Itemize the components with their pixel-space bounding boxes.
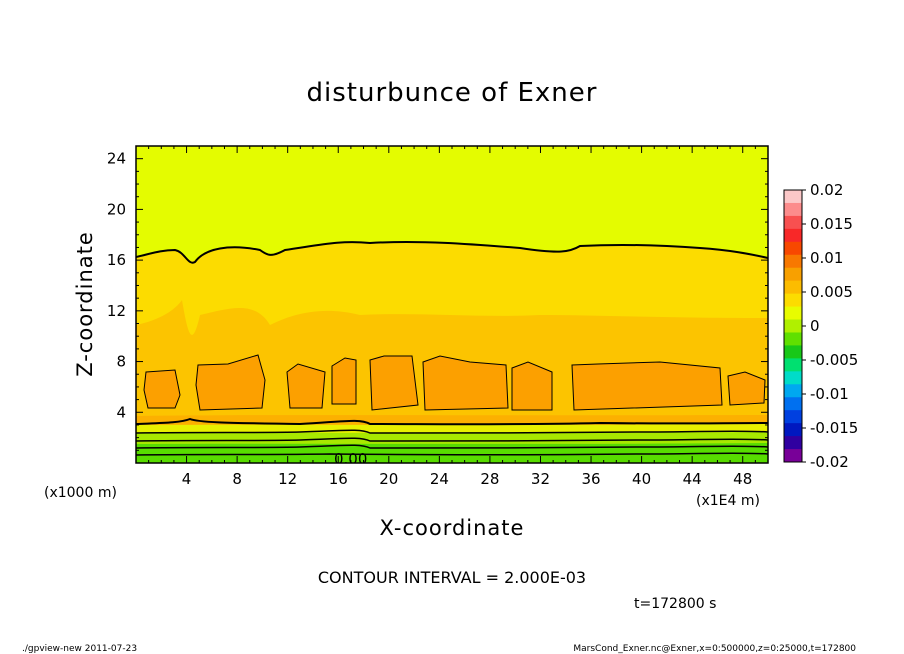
colorbar-swatch (784, 436, 802, 450)
x-tick-label: 32 (531, 470, 550, 488)
y-tick-label: 4 (116, 403, 126, 421)
x-axis-label: X-coordinate (380, 516, 525, 540)
colorbar-swatch (784, 384, 802, 398)
colorbar-tick-label: -0.02 (810, 453, 849, 471)
colorbar-swatch (784, 293, 802, 308)
y-tick-label: 16 (107, 251, 126, 269)
contour-field: 0.00 (136, 146, 768, 468)
x-tick-label: 24 (430, 470, 449, 488)
cell-3 (286, 363, 326, 409)
contour-line-5 (136, 452, 768, 456)
colorbar-swatch (784, 190, 802, 204)
y-tick-labels: 4 8 12 16 20 24 (107, 150, 126, 422)
time-label: t=172800 s (634, 596, 716, 612)
contour-line-1 (136, 417, 768, 426)
contour-line-upper (136, 240, 768, 264)
x-tick-label: 12 (278, 470, 297, 488)
colorbar-swatch (784, 358, 802, 372)
colorbar-swatch (784, 397, 802, 411)
x-tick-label: 20 (379, 470, 398, 488)
y-tick-label: 8 (116, 353, 126, 371)
colorbar (783, 189, 803, 463)
colorbar-swatch (784, 423, 802, 437)
colorbar-swatch (784, 267, 802, 282)
x-tick-label: 28 (480, 470, 499, 488)
contour-label: 0.00 (334, 450, 367, 468)
colorbar-swatch (784, 332, 802, 346)
colorbar-swatch (784, 319, 802, 333)
contour-lines (136, 240, 768, 456)
colorbar-swatch (784, 241, 802, 256)
y-tick-label: 20 (107, 200, 126, 218)
cell-4 (331, 357, 357, 405)
colorbar-swatch (784, 202, 802, 217)
colorbar-tick-label: 0.015 (810, 215, 853, 233)
x-tick-label: 36 (581, 470, 600, 488)
cell-9 (727, 371, 766, 406)
x-tick-label: 8 (232, 470, 242, 488)
colorbar-swatch (784, 254, 802, 269)
contour-line-3 (136, 437, 768, 442)
cell-6 (422, 355, 509, 411)
x-tick-label: 48 (733, 470, 752, 488)
colorbar-tick-label: 0 (810, 317, 820, 335)
colorbar-swatch (784, 280, 802, 295)
colorbar-labels: 0.02 0.015 0.01 0.005 0 -0.005 -0.01 -0.015 -0.0… (802, 181, 858, 471)
contour-line-2 (136, 429, 768, 434)
colorbar-swatch (784, 345, 802, 359)
footer-right: MarsCond_Exner.nc@Exner,x=0:500000,z=0:2… (573, 644, 856, 654)
colorbar-tick-label: 0.02 (810, 181, 843, 199)
contour-line-4 (136, 444, 768, 449)
chart-title: disturbunce of Exner (307, 78, 598, 108)
band-0.000 (136, 443, 768, 463)
colorbar-swatch (784, 306, 802, 321)
colorbar-swatch (784, 228, 802, 243)
cell-1 (143, 369, 181, 409)
y-axis-label: Z-coordinate (73, 231, 97, 377)
axis-ticks (136, 146, 768, 463)
colorbar-tick-label: -0.01 (810, 385, 849, 403)
colorbar-tick-label: 0.005 (810, 283, 853, 301)
x-scale-note: (x1E4 m) (696, 493, 760, 509)
colorbar-swatch (784, 215, 802, 230)
x-tick-label: 4 (182, 470, 192, 488)
x-tick-label: 40 (632, 470, 651, 488)
cell-2 (195, 354, 266, 411)
footer-left: ./gpview-new 2011-07-23 (22, 644, 137, 654)
y-scale-note: (x1000 m) (44, 485, 117, 501)
colorbar-tick-label: -0.015 (810, 419, 858, 437)
x-tick-labels: 4 8 12 16 20 24 28 32 36 40 44 48 (182, 470, 752, 488)
x-tick-label: 44 (683, 470, 702, 488)
contour-interval: CONTOUR INTERVAL = 2.000E-03 (318, 568, 586, 587)
cell-7 (511, 361, 553, 411)
colorbar-swatch (784, 410, 802, 424)
x-tick-label: 16 (329, 470, 348, 488)
colorbar-swatch (784, 371, 802, 385)
cell-5 (369, 355, 419, 411)
colorbar-tick-label: -0.005 (810, 351, 858, 369)
y-tick-label: 12 (107, 302, 126, 320)
cell-group (143, 354, 766, 411)
cell-8 (571, 361, 723, 411)
y-tick-label: 24 (107, 150, 126, 168)
colorbar-swatch (784, 449, 802, 463)
colorbar-tick-label: 0.01 (810, 249, 843, 267)
